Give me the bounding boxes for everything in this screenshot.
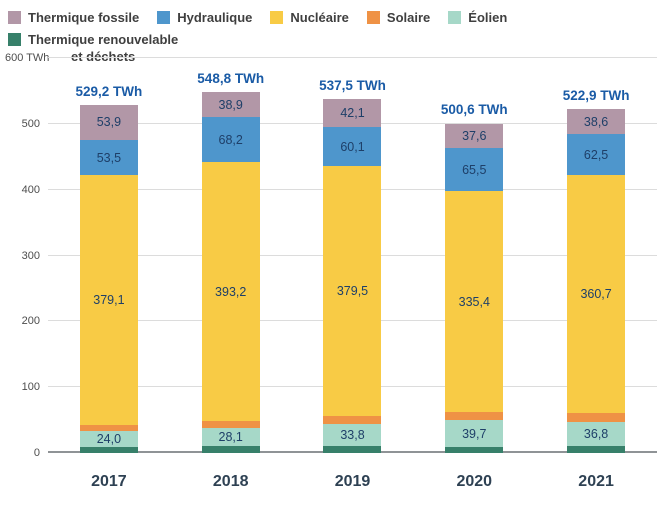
legend-item-thermique-fossile: Thermique fossile: [8, 10, 139, 26]
segment-nucleaire-2021: 360,7: [567, 175, 626, 413]
legend: Thermique fossile Hydraulique Nucléaire Sol…: [0, 0, 669, 64]
segment-eolien-2017: 24,0: [79, 430, 138, 447]
segment-nucleaire-2020: 335,4: [445, 191, 504, 413]
bar-slot-2018: 28,1 393,2 68,2 38,9 548,8 TWh: [170, 58, 292, 453]
x-label-2017: 2017: [91, 473, 127, 490]
segment-eolien-2020: 39,7: [445, 420, 504, 447]
segment-hydraulique-2019: 60,1: [323, 126, 382, 167]
bar-2017: 24,0 379,1 53,5 53,9: [79, 58, 138, 453]
bar-slot-2021: 36,8 360,7 62,5 38,6 522,9 TWh: [535, 58, 657, 453]
segment-thermique-fossile-2019: 42,1: [323, 99, 382, 127]
legend-label-solaire: Solaire: [386, 10, 431, 25]
segment-hydraulique-2017: 53,5: [79, 140, 138, 176]
segment-thermique-fossile-2018: 38,9: [201, 91, 260, 118]
segment-thermique-renouvelable-2018: [201, 446, 260, 453]
y-tick-label-100: 100: [21, 381, 40, 394]
bar-slot-2019: 33,8 379,5 60,1 42,1 537,5 TWh: [292, 58, 414, 453]
segment-hydraulique-2018: 68,2: [201, 117, 260, 163]
total-label-2020: 500,6 TWh: [440, 102, 508, 118]
total-label-2018: 548,8 TWh: [197, 70, 265, 86]
legend-label-hydraulique: Hydraulique: [177, 10, 253, 25]
total-label-2019: 537,5 TWh: [319, 78, 386, 94]
legend-swatch-thermique-renouvelable: [8, 33, 21, 47]
x-label-2018: 2018: [212, 473, 249, 490]
total-label-2017: 529,2 TWh: [75, 83, 143, 99]
segment-solaire-2018: [201, 421, 260, 428]
x-label-2021: 2021: [578, 473, 614, 490]
segment-thermique-renouvelable-2021: [567, 446, 626, 453]
legend-item-thermique-renouvelable: Thermique renouvelable et déchets: [8, 32, 178, 65]
legend-label-eolien: Éolien: [468, 10, 508, 25]
bars: 24,0 379,1 53,5 53,9 529,2 TWh 28,1 393,2 68,2 3…: [48, 58, 657, 453]
y-tick-label-300: 300: [21, 249, 40, 262]
legend-label-thermique-renouvelable: Thermique renouvelable et déchets: [28, 32, 179, 64]
segment-hydraulique-2021: 62,5: [567, 134, 626, 176]
segment-thermique-renouvelable-2019: [323, 446, 382, 453]
legend-swatch-nucleaire: [270, 11, 284, 24]
x-label-2019: 2019: [334, 473, 371, 490]
segment-thermique-fossile-2021: 38,6: [567, 108, 626, 135]
segment-eolien-2019: 33,8: [323, 423, 382, 447]
segment-thermique-renouvelable-2020: [445, 446, 504, 453]
segment-nucleaire-2019: 379,5: [323, 166, 382, 417]
legend-swatch-hydraulique: [157, 11, 171, 24]
segment-thermique-fossile-2020: 37,6: [445, 123, 504, 149]
segment-thermique-fossile-2017: 53,9: [79, 104, 138, 141]
total-label-2021: 522,9 TWh: [562, 87, 630, 103]
segment-solaire-2020: [445, 412, 504, 421]
segment-solaire-2019: [323, 416, 382, 424]
bar-2021: 36,8 360,7 62,5 38,6: [567, 58, 626, 453]
bar-slot-2020: 39,7 335,4 65,5 37,6 500,6 TWh: [413, 58, 535, 453]
segment-nucleaire-2018: 393,2: [201, 162, 260, 422]
legend-swatch-thermique-fossile: [8, 11, 21, 24]
bar-2019: 33,8 379,5 60,1 42,1: [323, 58, 382, 453]
legend-swatch-eolien: [448, 11, 462, 24]
legend-swatch-solaire: [366, 11, 380, 24]
legend-item-eolien: Éolien: [448, 10, 507, 26]
segment-thermique-renouvelable-2017: [79, 446, 138, 453]
segment-eolien-2018: 28,1: [201, 427, 260, 447]
segment-eolien-2021: 36,8: [567, 422, 626, 447]
legend-item-nucleaire: Nucléaire: [270, 10, 349, 26]
segment-solaire-2017: [79, 424, 138, 431]
segment-hydraulique-2020: 65,5: [445, 148, 504, 192]
y-tick-label-0: 0: [33, 447, 40, 459]
plot-area: 24,0 379,1 53,5 53,9 529,2 TWh 28,1 393,2 68,2 3…: [48, 57, 657, 453]
segment-solaire-2021: [567, 412, 626, 423]
bar-slot-2017: 24,0 379,1 53,5 53,9 529,2 TWh: [48, 58, 170, 453]
y-tick-label-400: 400: [21, 183, 40, 196]
stacked-bar-chart: 0 100 200 300 400 500 600 TWh 24,0 379,1 53,5 53,…: [0, 44, 669, 501]
y-tick-label-600: 600 TWh: [5, 52, 50, 64]
legend-label-thermique-fossile: Thermique fossile: [28, 10, 140, 25]
y-tick-label-200: 200: [21, 315, 40, 328]
legend-label-nucleaire: Nucléaire: [290, 10, 349, 25]
segment-nucleaire-2017: 379,1: [79, 175, 138, 425]
legend-item-hydraulique: Hydraulique: [157, 10, 252, 26]
bar-2020: 39,7 335,4 65,5 37,6: [445, 58, 504, 453]
y-axis-labels: 0 100 200 300 400 500 600 TWh: [0, 52, 49, 459]
x-axis-labels: 2017 2018 2019 2020 2021: [48, 473, 657, 491]
y-tick-label-500: 500: [21, 117, 40, 130]
gridline-600: [48, 57, 657, 58]
bar-2018: 28,1 393,2 68,2 38,9: [201, 58, 260, 453]
legend-item-solaire: Solaire: [366, 10, 431, 26]
x-label-2020: 2020: [456, 473, 493, 490]
